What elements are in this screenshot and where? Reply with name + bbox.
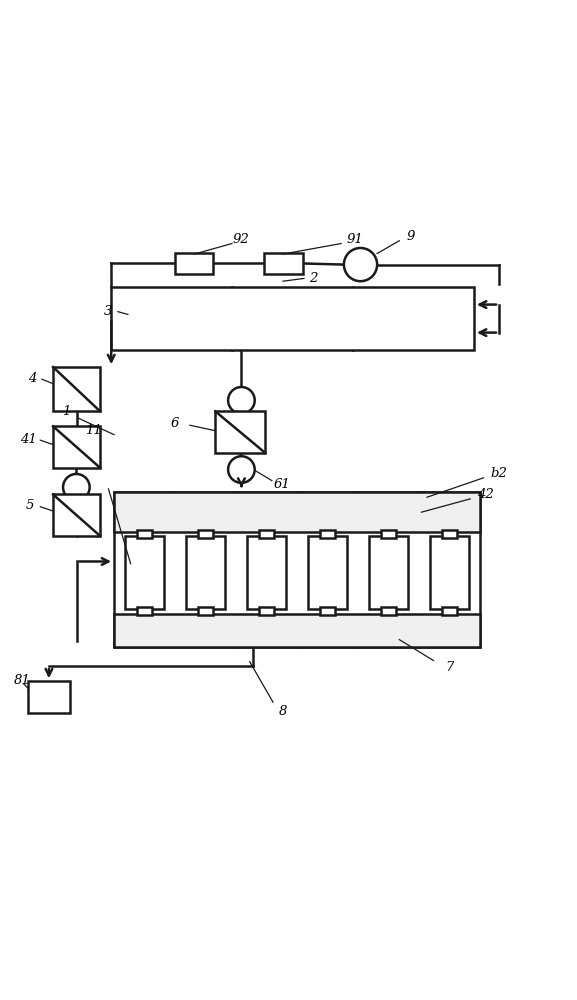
Bar [215,411,265,453]
Text: 3: 3 [104,305,113,318]
Text: 91: 91 [347,233,364,246]
Text: 8: 8 [279,705,287,718]
Bar [175,253,212,274]
Bar [114,492,479,647]
Text: 7: 7 [445,661,454,674]
Bar [264,253,304,274]
Text: 2: 2 [309,272,317,285]
Text: 9: 9 [406,230,414,243]
Bar [28,681,70,713]
Circle shape [63,474,89,501]
Bar [441,607,457,615]
Bar [320,607,335,615]
Bar [137,607,152,615]
Bar [381,607,396,615]
Bar [114,492,479,532]
Text: 1: 1 [62,405,70,418]
Text: 11: 11 [85,424,102,437]
Bar [308,536,347,609]
Bar [369,536,408,609]
Text: 6: 6 [171,417,179,430]
Bar [114,614,479,647]
Bar [258,530,274,538]
Bar [247,536,286,609]
Text: 4: 4 [28,372,37,385]
Text: 61: 61 [273,478,290,491]
Text: 5: 5 [25,499,34,512]
Bar [53,494,100,536]
Bar [137,530,152,538]
Text: 81: 81 [14,674,31,687]
Text: b2: b2 [490,467,507,480]
Text: 42: 42 [477,488,493,501]
Circle shape [228,387,254,414]
Bar [381,530,396,538]
Bar [186,536,225,609]
Bar [430,536,469,609]
Bar [441,530,457,538]
Text: 92: 92 [233,233,250,246]
Bar [320,530,335,538]
Circle shape [344,248,377,281]
Bar [125,536,164,609]
Bar [198,530,213,538]
Circle shape [228,456,254,483]
Bar [198,607,213,615]
Text: 41: 41 [20,433,36,446]
Bar [258,607,274,615]
Bar [111,287,474,350]
Bar [53,426,100,468]
Bar [53,367,100,411]
